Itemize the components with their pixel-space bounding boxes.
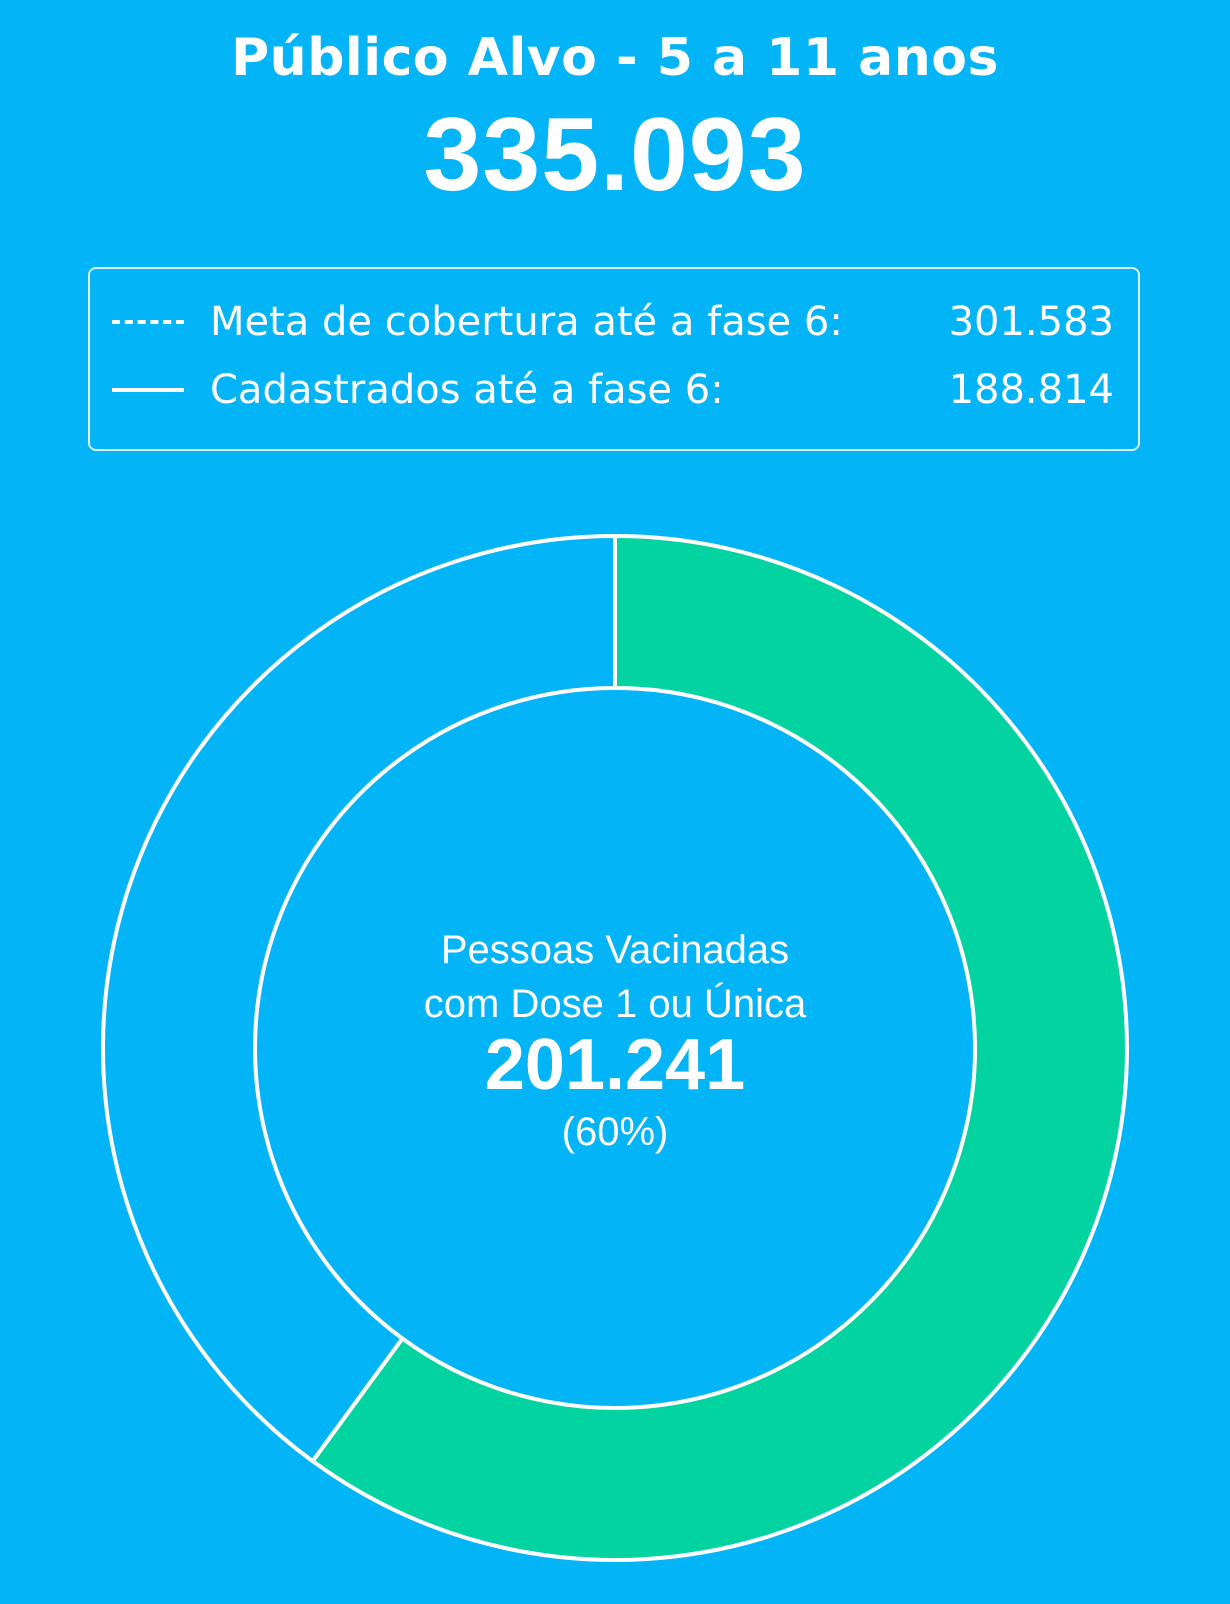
legend-value-cadastrados: 188.814 (948, 367, 1114, 413)
legend: Meta de cobertura até a fase 6: 301.583 … (88, 267, 1140, 451)
legend-label-meta: Meta de cobertura até a fase 6: (210, 299, 843, 345)
donut-slice-remaining (101, 534, 617, 1464)
dotted-line-icon (112, 320, 184, 324)
center-value: 201.241 (484, 1025, 746, 1105)
legend-value-meta: 301.583 (948, 299, 1114, 345)
target-population-total: 335.093 (423, 97, 807, 213)
center-label-line1: Pessoas Vacinadas (440, 928, 790, 972)
center-label-line2: com Dose 1 ou Única (423, 982, 807, 1026)
legend-item-cadastrados: Cadastrados até a fase 6: 188.814 (112, 365, 1114, 415)
chart-title: Público Alvo - 5 a 11 anos (231, 28, 999, 88)
center-percent: (60%) (561, 1110, 669, 1154)
legend-label-cadastrados: Cadastrados até a fase 6: (210, 367, 724, 413)
donut-slice-vaccinated (310, 534, 1129, 1562)
legend-item-meta: Meta de cobertura até a fase 6: 301.583 (112, 297, 1114, 347)
solid-line-icon (112, 388, 184, 392)
